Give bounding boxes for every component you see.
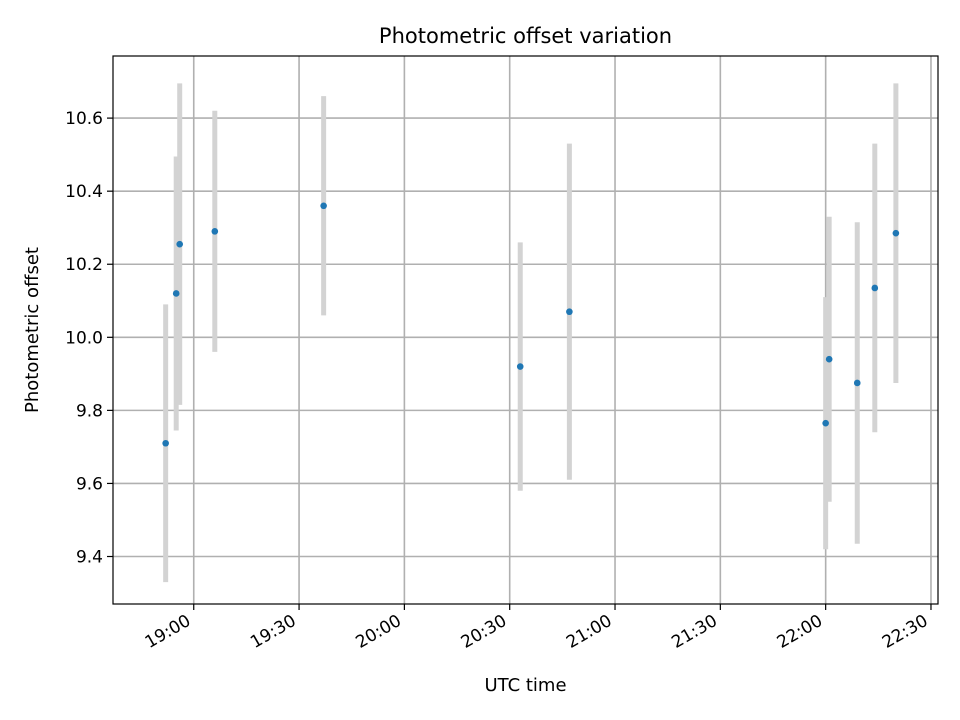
y-tick-label: 9.8: [76, 401, 103, 421]
chart-title: Photometric offset variation: [379, 24, 672, 48]
data-point: [871, 284, 879, 292]
data-point: [516, 363, 524, 370]
x-axis-label: UTC time: [484, 675, 566, 696]
data-point: [825, 355, 833, 363]
y-tick-label: 9.4: [76, 548, 103, 568]
data-point: [211, 228, 219, 235]
data-point: [853, 379, 861, 387]
data-point: [822, 419, 829, 427]
y-tick-label: 10.2: [65, 255, 103, 275]
grid: [113, 56, 938, 604]
y-axis-ticks: 9.4 9.6 9.8 10.0 10.2 10.4 10.6: [65, 109, 113, 568]
data-point: [162, 439, 169, 447]
data-point: [566, 308, 573, 316]
y-tick-label: 10.0: [65, 328, 103, 348]
data-point: [176, 240, 184, 248]
data-points: [162, 202, 900, 447]
data-point: [172, 290, 180, 297]
data-point: [892, 229, 900, 237]
y-tick-label: 10.6: [65, 109, 103, 129]
y-tick-label: 9.6: [76, 474, 103, 494]
y-axis-label: Photometric offset: [22, 247, 43, 413]
data-point: [320, 202, 327, 210]
y-tick-label: 10.4: [65, 182, 103, 202]
plot-frame: [112, 55, 939, 605]
